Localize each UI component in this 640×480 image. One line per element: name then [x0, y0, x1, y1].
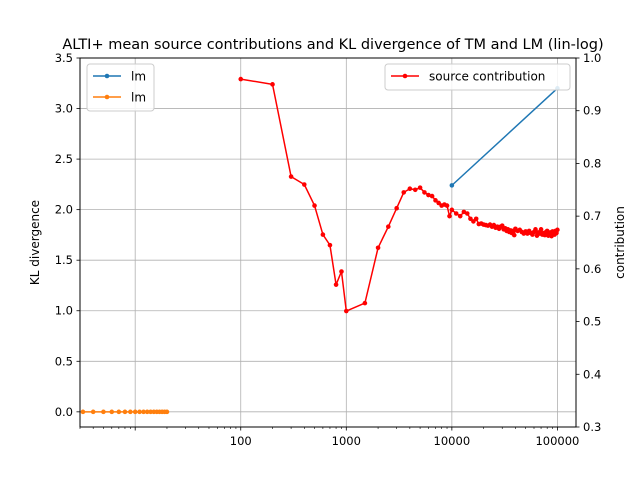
- x-tick-label: 100: [230, 434, 252, 448]
- right-axis-label: contribution: [613, 206, 627, 279]
- data-point: [333, 282, 339, 287]
- series-line: [451, 87, 558, 186]
- data-point: [449, 207, 455, 213]
- data-point: [464, 211, 470, 216]
- data-point: [375, 245, 381, 251]
- data-point: [101, 409, 106, 415]
- data-point: [238, 76, 244, 82]
- left-y-tick-label: 3.5: [55, 51, 73, 65]
- data-point: [128, 409, 133, 415]
- x-tick-label: 10000: [434, 434, 471, 448]
- data-point: [132, 409, 138, 415]
- legend-box: [384, 63, 571, 91]
- data-point: [80, 409, 86, 415]
- right-y-tick-label: 0.9: [583, 104, 601, 118]
- data-point: [499, 223, 505, 228]
- data-point: [417, 185, 423, 190]
- legend-marker: [402, 73, 408, 79]
- data-point: [301, 182, 307, 187]
- data-point: [473, 216, 479, 222]
- data-point: [362, 300, 368, 306]
- data-point: [429, 193, 435, 199]
- right-y-tick-label: 0.8: [583, 156, 601, 170]
- data-point: [339, 269, 344, 274]
- data-point: [436, 200, 441, 206]
- right-y-tick-label: 0.4: [583, 367, 601, 381]
- series-layer: [80, 76, 560, 415]
- right-y-tick-label: 0.5: [583, 315, 601, 329]
- data-point: [148, 409, 153, 415]
- chart-title: ALTI+ mean source contributions and KL d…: [62, 37, 603, 53]
- x-tick-label: 100000: [535, 434, 579, 448]
- data-point: [109, 409, 115, 415]
- data-point: [426, 192, 431, 198]
- legend-label: lm: [131, 70, 146, 84]
- data-point: [449, 183, 455, 188]
- x-tick-label: 1000: [332, 434, 361, 448]
- data-point: [327, 242, 333, 248]
- data-point: [122, 409, 128, 415]
- data-point: [422, 190, 427, 195]
- data-point: [457, 213, 463, 219]
- data-point: [270, 82, 275, 87]
- plot-frame: [79, 57, 577, 428]
- legend-marker: [104, 94, 110, 100]
- data-point: [320, 232, 326, 237]
- data-point: [141, 409, 146, 415]
- legend-left: lm lm: [86, 63, 155, 112]
- left-y-tick-label: 0.0: [55, 405, 73, 419]
- series-line: [240, 78, 559, 312]
- data-point: [555, 227, 560, 233]
- data-point: [453, 211, 459, 216]
- left-y-tick-label: 3.0: [55, 102, 73, 116]
- legend-label: lm: [131, 91, 146, 105]
- data-point: [386, 224, 391, 229]
- data-point: [538, 227, 544, 232]
- data-point: [401, 190, 407, 195]
- data-point: [394, 205, 399, 211]
- legend-right: source contribution: [384, 63, 571, 91]
- axes: 100 1000 10000 100000 0.0 0.5 1.0 1.5 2.0 2.5 3.0 3…: [55, 51, 602, 448]
- data-point: [412, 187, 418, 193]
- data-point: [444, 203, 450, 208]
- right-y-tick-label: 0.6: [583, 262, 601, 276]
- data-point: [447, 213, 452, 219]
- left-axis-label: KL divergence: [28, 200, 42, 285]
- data-point: [468, 216, 473, 222]
- data-point: [511, 232, 517, 238]
- legend-label: source contribution: [429, 70, 545, 84]
- data-point: [164, 409, 170, 415]
- data-point: [533, 227, 538, 232]
- series-lm: [80, 409, 170, 415]
- right-y-tick-label: 0.7: [583, 209, 601, 223]
- right-y-tick-label: 0.3: [583, 420, 601, 434]
- left-y-tick-label: 2.0: [55, 203, 73, 217]
- left-y-tick-label: 2.5: [55, 152, 73, 166]
- left-y-tick-label: 1.0: [55, 304, 73, 318]
- data-point: [312, 203, 317, 208]
- data-point: [433, 198, 438, 203]
- data-point: [116, 409, 122, 415]
- left-y-tick-label: 0.5: [55, 354, 73, 368]
- data-point: [407, 186, 413, 192]
- series-source-contribution: [238, 76, 560, 314]
- data-point: [344, 308, 349, 314]
- data-point: [137, 409, 142, 415]
- right-y-tick-label: 1.0: [583, 51, 601, 65]
- data-point: [144, 409, 150, 415]
- data-point: [288, 174, 294, 179]
- series-lm: [449, 86, 560, 188]
- left-y-tick-label: 1.5: [55, 253, 73, 267]
- data-point: [90, 409, 96, 415]
- legend-marker: [104, 73, 110, 79]
